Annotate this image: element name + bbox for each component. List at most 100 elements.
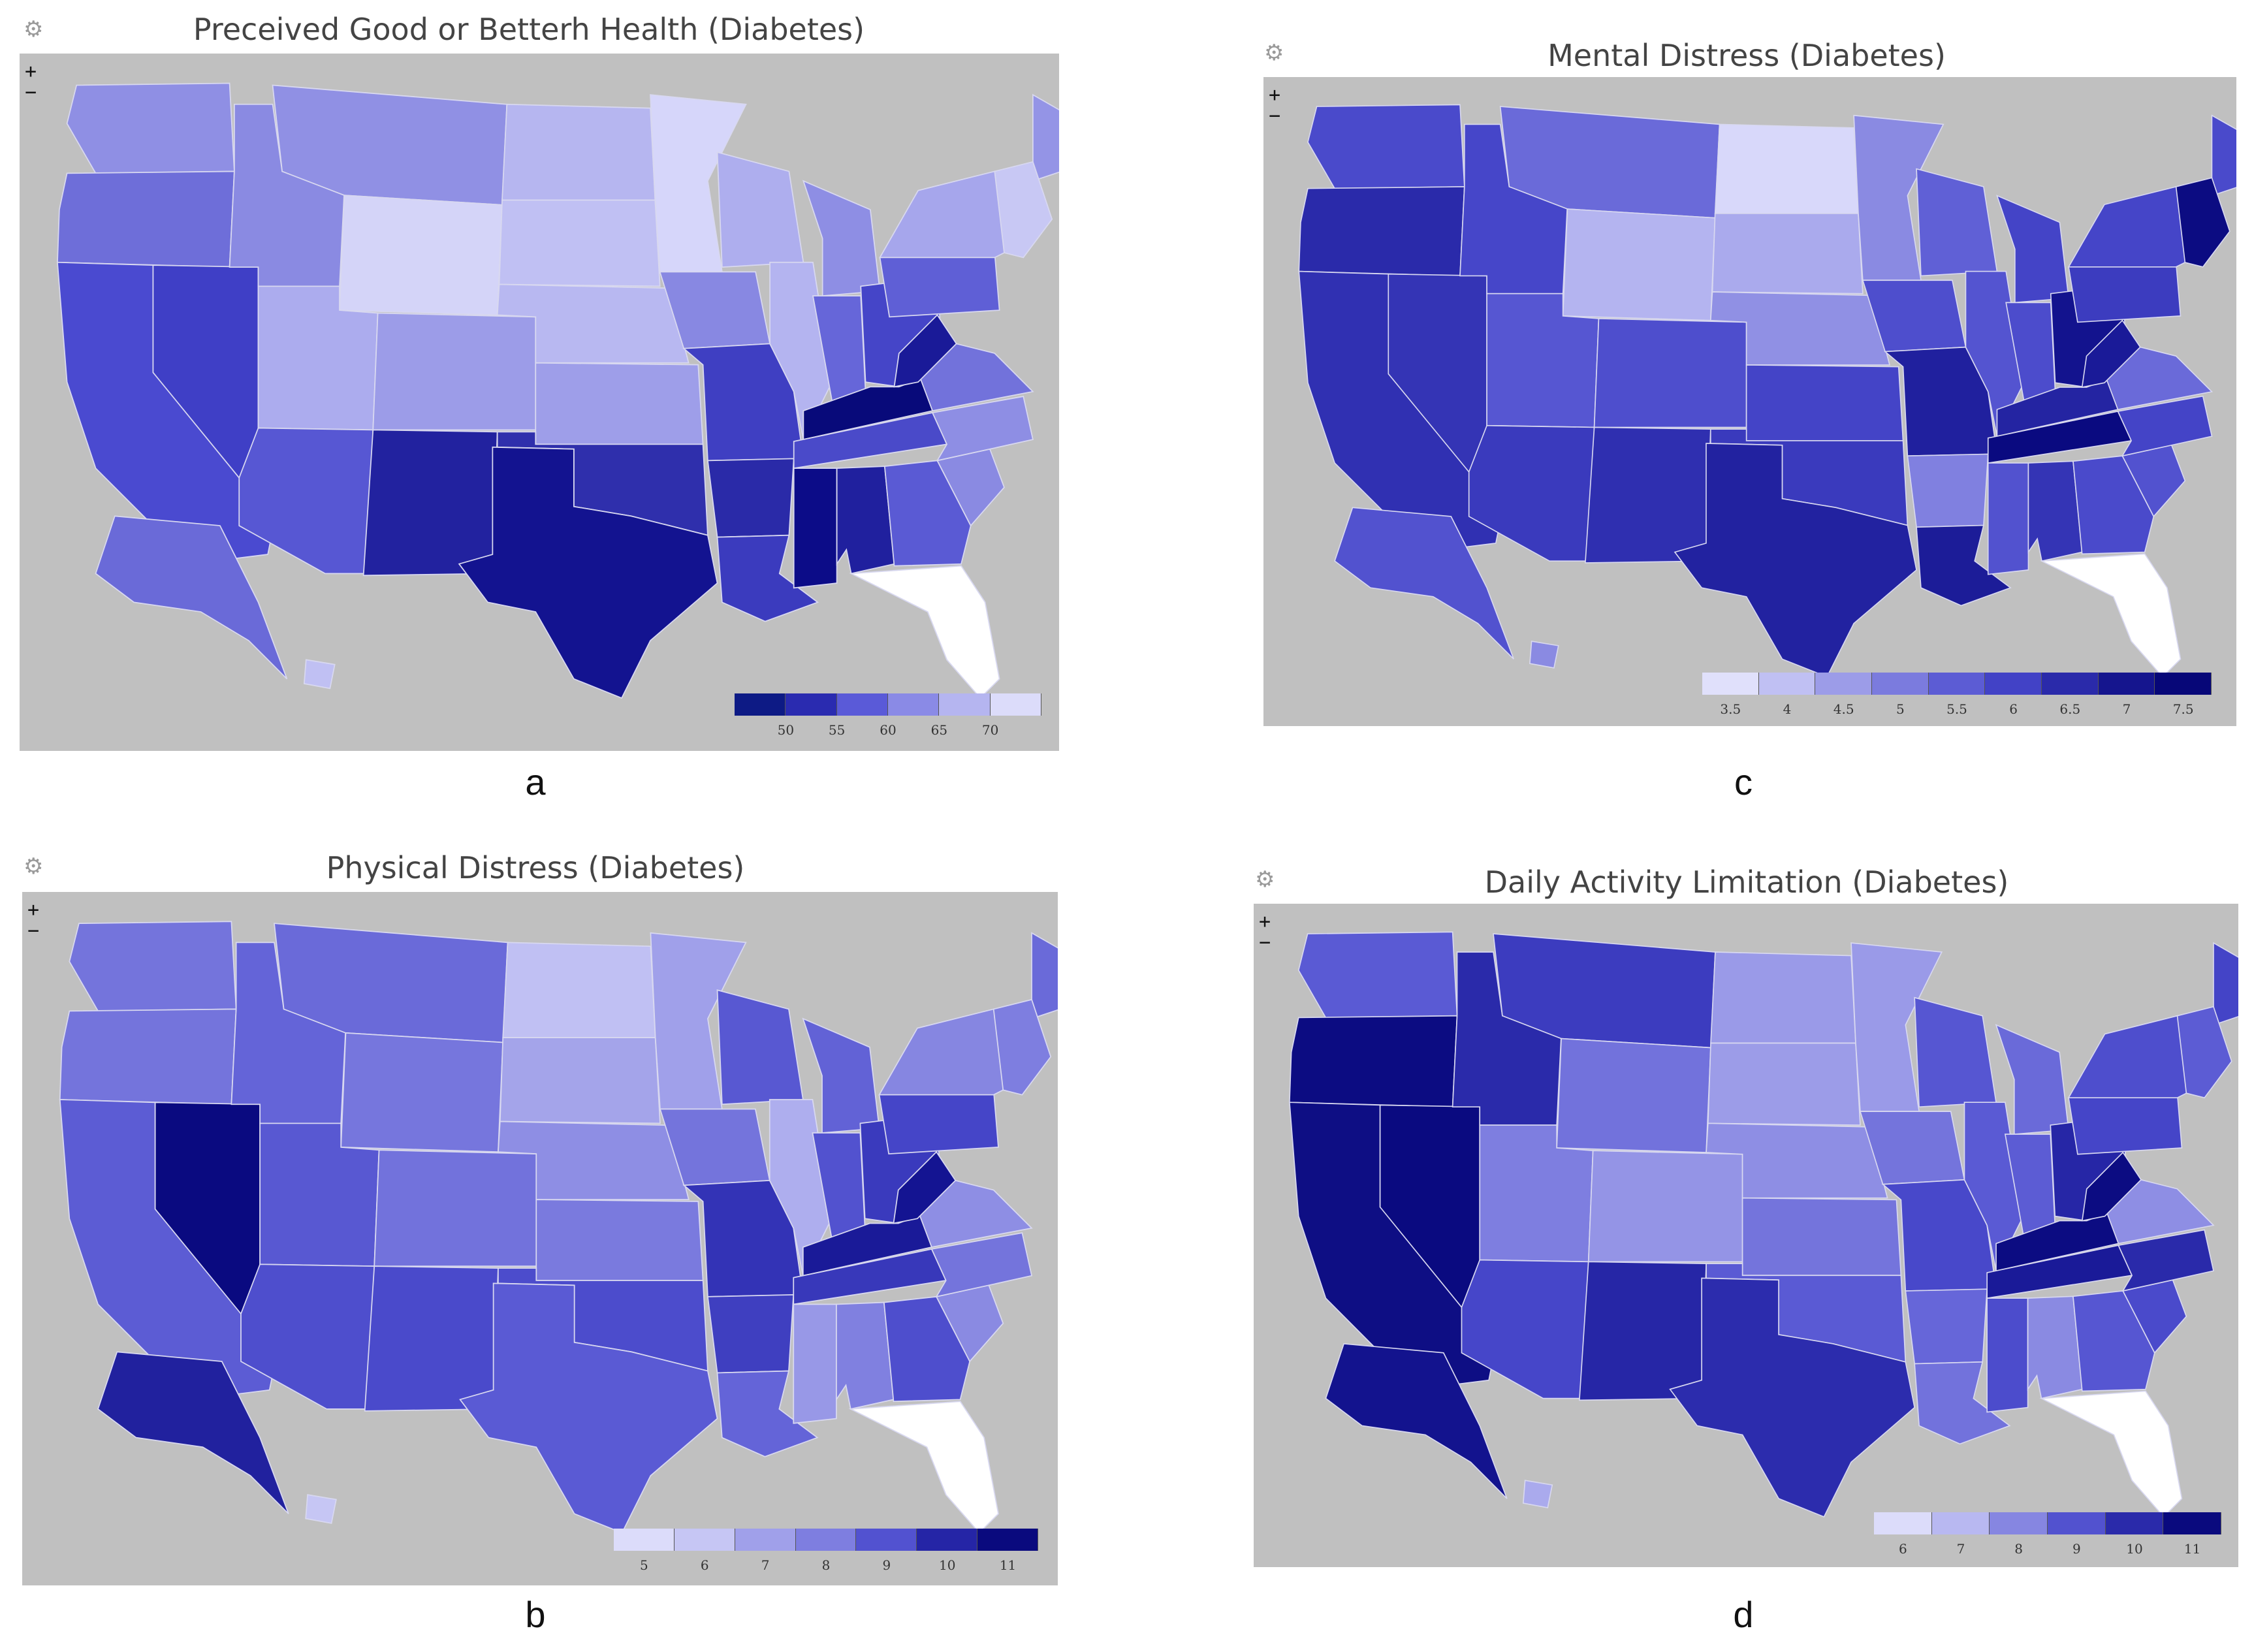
state-sd[interactable] — [498, 199, 661, 287]
state-hi[interactable] — [303, 659, 336, 690]
state-ms[interactable] — [1987, 462, 2029, 575]
state-ar[interactable] — [1907, 453, 1989, 528]
state-sd[interactable] — [1707, 1042, 1861, 1126]
state-ms[interactable] — [793, 468, 838, 589]
state-ar[interactable] — [706, 458, 795, 538]
settings-gear-icon[interactable]: ⚙ — [24, 17, 44, 42]
state-ga[interactable] — [2072, 455, 2155, 555]
state-nm[interactable] — [1585, 426, 1711, 564]
state-wi[interactable] — [716, 151, 804, 268]
state-hi[interactable] — [1529, 641, 1559, 669]
state-fl[interactable] — [849, 565, 1000, 699]
state-wv[interactable] — [893, 1151, 957, 1224]
state-nc[interactable] — [931, 396, 1034, 462]
state-or[interactable] — [1298, 186, 1465, 277]
state-wy[interactable] — [339, 195, 503, 316]
state-me[interactable] — [2213, 942, 2238, 1026]
state-ny[interactable] — [878, 1008, 1013, 1096]
zoom-in-button[interactable]: + — [27, 898, 40, 921]
state-tx[interactable] — [1674, 443, 1917, 678]
choropleth-map[interactable]: + − 50 55 60 65 70 — [20, 54, 1059, 751]
state-co[interactable] — [1593, 318, 1747, 428]
state-fl[interactable] — [848, 1401, 999, 1534]
state-mi[interactable] — [802, 180, 881, 297]
state-wv[interactable] — [2081, 1151, 2142, 1222]
state-pa[interactable] — [878, 1089, 999, 1155]
state-sd[interactable] — [499, 1037, 661, 1124]
state-or[interactable] — [57, 170, 235, 268]
state-ks[interactable] — [535, 362, 704, 445]
state-ms[interactable] — [793, 1303, 837, 1424]
state-nc[interactable] — [2117, 395, 2213, 457]
state-ar[interactable] — [706, 1294, 795, 1374]
state-sd[interactable] — [1711, 213, 1864, 294]
zoom-in-button[interactable]: + — [1259, 910, 1271, 933]
state-ak[interactable] — [95, 515, 288, 680]
state-wy[interactable] — [1556, 1038, 1711, 1153]
state-me[interactable] — [1031, 932, 1058, 1020]
state-co[interactable] — [1587, 1150, 1743, 1263]
state-al[interactable] — [2027, 1295, 2083, 1399]
state-me[interactable] — [2211, 114, 2236, 197]
state-nm[interactable] — [364, 1265, 499, 1412]
state-nd[interactable] — [502, 942, 656, 1039]
state-pa[interactable] — [879, 252, 1000, 318]
state-ms[interactable] — [1986, 1297, 2029, 1413]
state-la[interactable] — [1916, 524, 2012, 607]
state-ks[interactable] — [1745, 364, 1904, 441]
state-or[interactable] — [1289, 1015, 1458, 1108]
state-mi[interactable] — [1995, 1024, 2069, 1135]
state-tx[interactable] — [1669, 1277, 1916, 1518]
state-tx[interactable] — [459, 1282, 718, 1534]
state-nc[interactable] — [930, 1232, 1033, 1298]
state-nc[interactable] — [2118, 1229, 2214, 1292]
zoom-out-button[interactable]: − — [1259, 931, 1271, 954]
state-wy[interactable] — [1562, 208, 1716, 321]
state-ga[interactable] — [883, 1295, 971, 1403]
state-nd[interactable] — [501, 103, 656, 201]
state-wa[interactable] — [1307, 104, 1465, 189]
state-tx[interactable] — [458, 446, 718, 699]
state-fl[interactable] — [2039, 1390, 2183, 1518]
state-wa[interactable] — [1297, 931, 1458, 1019]
state-nm[interactable] — [1578, 1261, 1707, 1401]
state-mi[interactable] — [1996, 195, 2070, 304]
zoom-in-button[interactable]: + — [25, 60, 37, 83]
state-ny[interactable] — [2067, 1015, 2197, 1099]
state-mi[interactable] — [802, 1017, 880, 1134]
state-ks[interactable] — [535, 1199, 704, 1281]
state-pa[interactable] — [2068, 262, 2182, 323]
state-al[interactable] — [836, 1301, 895, 1410]
state-wa[interactable] — [66, 82, 235, 174]
state-la[interactable] — [1914, 1361, 2011, 1445]
state-co[interactable] — [372, 312, 537, 431]
state-me[interactable] — [1032, 93, 1059, 182]
state-ne-states[interactable] — [2176, 1006, 2232, 1099]
choropleth-map[interactable]: + − 3.5 4 4.5 5 5.5 6 6.5 7 7.5 — [1263, 77, 2236, 726]
zoom-out-button[interactable]: − — [27, 919, 40, 942]
state-wa[interactable] — [69, 921, 237, 1012]
state-hi[interactable] — [1522, 1480, 1553, 1508]
state-nd[interactable] — [1710, 951, 1856, 1044]
zoom-out-button[interactable]: − — [1269, 104, 1281, 127]
zoom-in-button[interactable]: + — [1269, 84, 1281, 106]
state-ar[interactable] — [1905, 1288, 1988, 1365]
state-wi[interactable] — [1914, 996, 1997, 1108]
settings-gear-icon[interactable]: ⚙ — [24, 854, 44, 879]
state-al[interactable] — [2027, 460, 2083, 562]
state-ne-states[interactable] — [2175, 177, 2230, 268]
state-ne-states[interactable] — [994, 161, 1053, 259]
state-la[interactable] — [716, 534, 819, 622]
state-or[interactable] — [59, 1008, 237, 1105]
zoom-out-button[interactable]: − — [25, 81, 37, 104]
state-co[interactable] — [373, 1149, 537, 1267]
state-ak[interactable] — [97, 1351, 289, 1514]
state-wi[interactable] — [716, 989, 804, 1105]
state-ks[interactable] — [1741, 1197, 1902, 1277]
state-ga[interactable] — [883, 460, 972, 567]
state-wv[interactable] — [2081, 319, 2141, 389]
settings-gear-icon[interactable]: ⚙ — [1255, 867, 1275, 892]
state-ak[interactable] — [1334, 507, 1514, 659]
state-ny[interactable] — [879, 170, 1015, 259]
state-hi[interactable] — [305, 1494, 337, 1524]
